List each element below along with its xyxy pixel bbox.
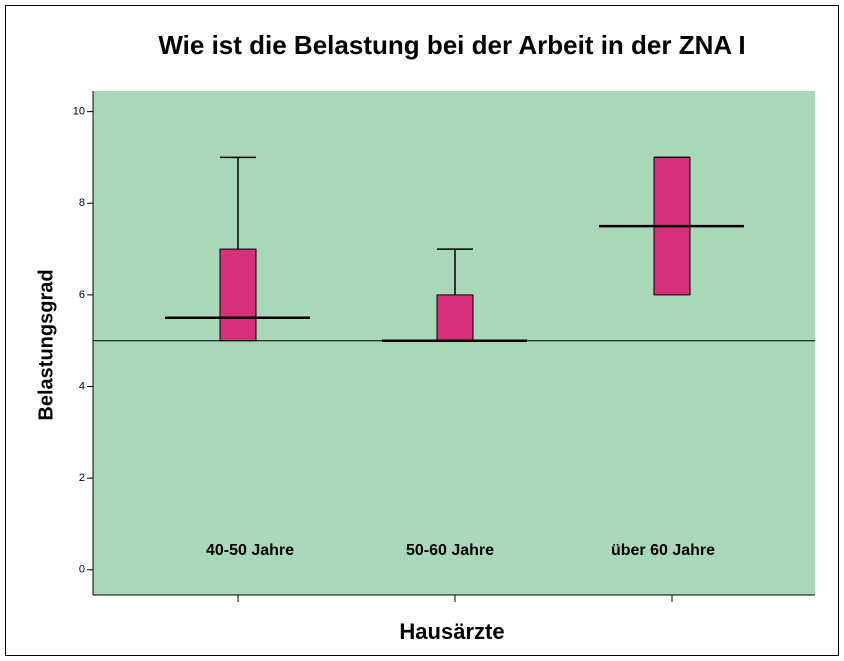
- y-tick-label: 10: [73, 106, 85, 118]
- category-label: 50-60 Jahre: [406, 542, 494, 559]
- box: [219, 248, 257, 342]
- plot-area: [93, 91, 815, 595]
- x-axis-label: Hausärzte: [399, 619, 504, 644]
- category-label: 40-50 Jahre: [206, 542, 294, 559]
- y-tick-label: 0: [79, 564, 85, 576]
- category-label: über 60 Jahre: [611, 542, 715, 559]
- y-tick-label: 2: [79, 472, 85, 484]
- y-tick-label: 8: [79, 197, 85, 209]
- y-axis-label: Belastungsgrad: [35, 269, 57, 420]
- chart-title: Wie ist die Belastung bei der Arbeit in …: [158, 30, 745, 60]
- box: [436, 294, 474, 342]
- y-tick-label: 4: [79, 380, 85, 392]
- y-tick-label: 6: [79, 289, 85, 301]
